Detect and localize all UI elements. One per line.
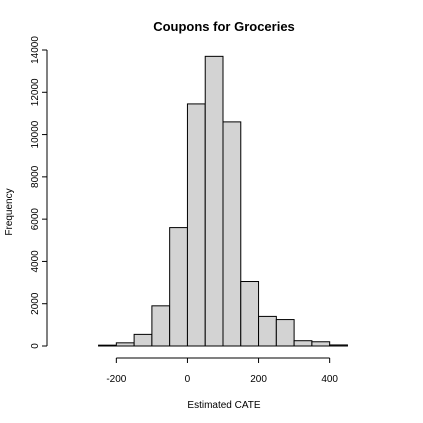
y-tick-label: 14000 bbox=[30, 36, 41, 64]
histogram-bar bbox=[204, 55, 224, 347]
histogram-bar bbox=[133, 333, 153, 347]
histogram-bar bbox=[275, 319, 295, 347]
histogram-bar bbox=[186, 103, 206, 347]
histogram-bar bbox=[222, 121, 242, 347]
y-tick-label: 10000 bbox=[30, 120, 41, 148]
histogram-bar bbox=[169, 227, 188, 347]
histogram-bar bbox=[240, 281, 260, 347]
y-tick-label: 0 bbox=[30, 343, 41, 349]
histogram-bar bbox=[151, 305, 171, 347]
histogram-bar bbox=[329, 344, 348, 347]
x-axis-label: Estimated CATE bbox=[187, 400, 260, 411]
histogram-bar bbox=[115, 342, 135, 347]
y-tick-label: 2000 bbox=[30, 292, 41, 315]
x-tick-label: 200 bbox=[250, 374, 267, 385]
y-axis-label: Frequency bbox=[4, 188, 15, 235]
x-axis: -200 0 200 400 bbox=[106, 357, 338, 385]
x-tick-label: -200 bbox=[106, 374, 126, 385]
y-tick-label: 4000 bbox=[30, 250, 41, 273]
y-tick-label: 8000 bbox=[30, 165, 41, 188]
chart-title: Coupons for Groceries bbox=[153, 19, 295, 34]
histogram-bars bbox=[98, 55, 348, 347]
histogram-bar bbox=[311, 341, 331, 347]
y-axis: 0 2000 4000 6000 8000 10000 12000 14000 bbox=[30, 36, 48, 349]
histogram-bar bbox=[258, 315, 277, 347]
histogram-bar bbox=[293, 340, 313, 347]
y-tick-label: 12000 bbox=[30, 78, 41, 106]
x-tick-label: 0 bbox=[185, 374, 191, 385]
x-tick-label: 400 bbox=[321, 374, 338, 385]
histogram-bar bbox=[98, 344, 117, 347]
y-tick-label: 6000 bbox=[30, 208, 41, 231]
